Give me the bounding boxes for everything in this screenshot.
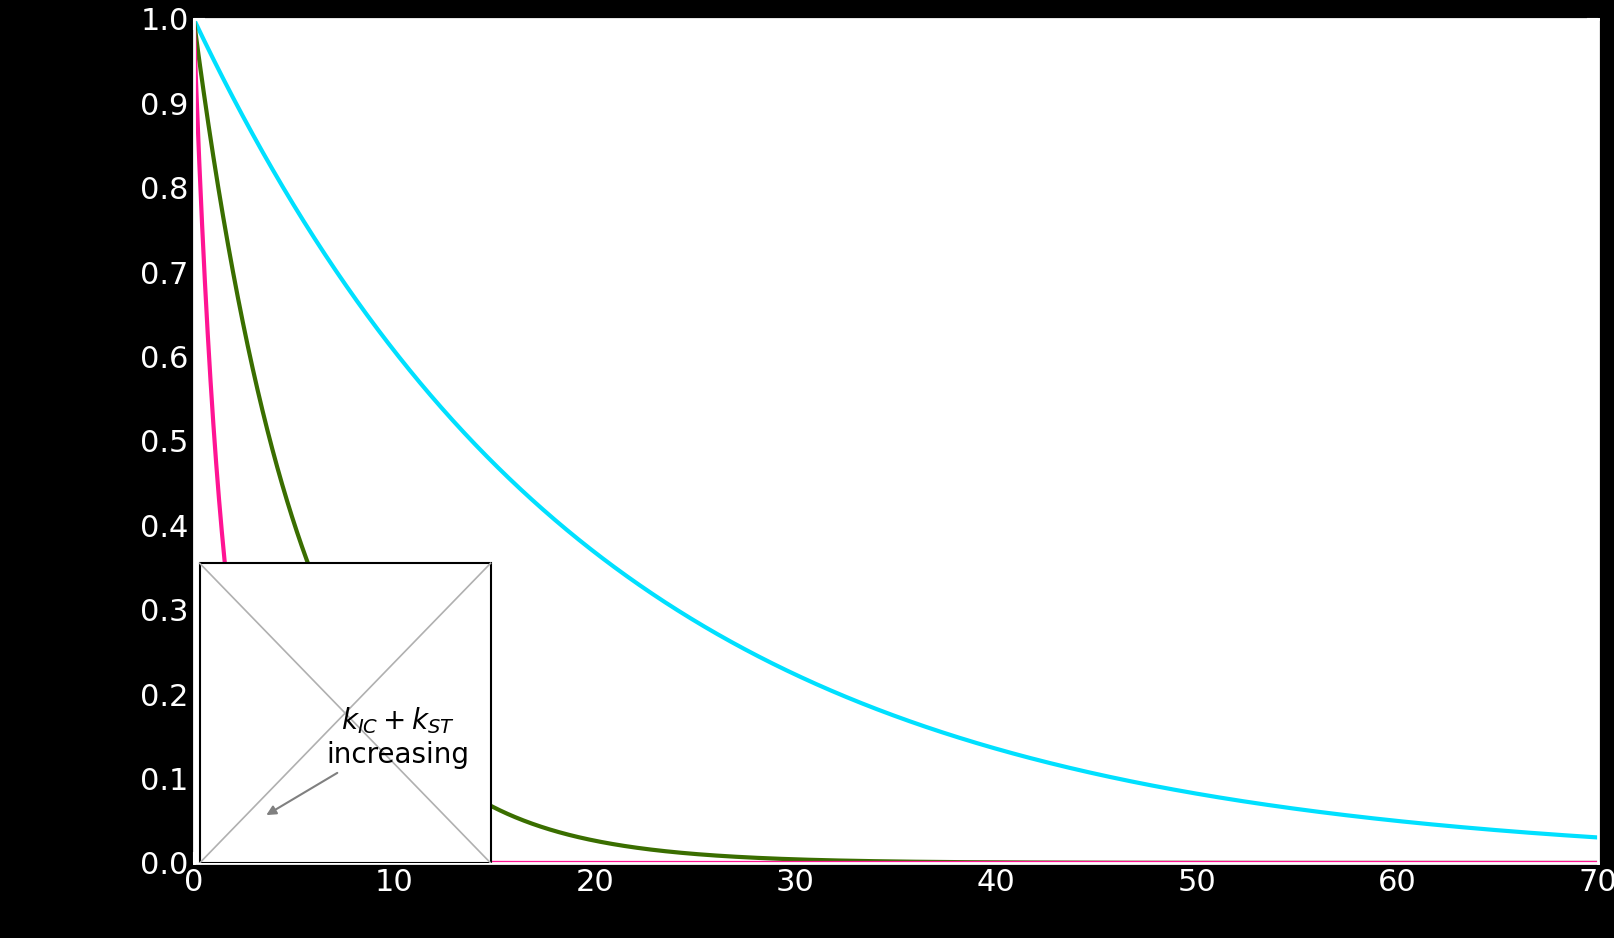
Bar (200, 563, 491, 863)
Text: $k_{IC} + k_{ST}$
increasing: $k_{IC} + k_{ST}$ increasing (268, 705, 470, 814)
